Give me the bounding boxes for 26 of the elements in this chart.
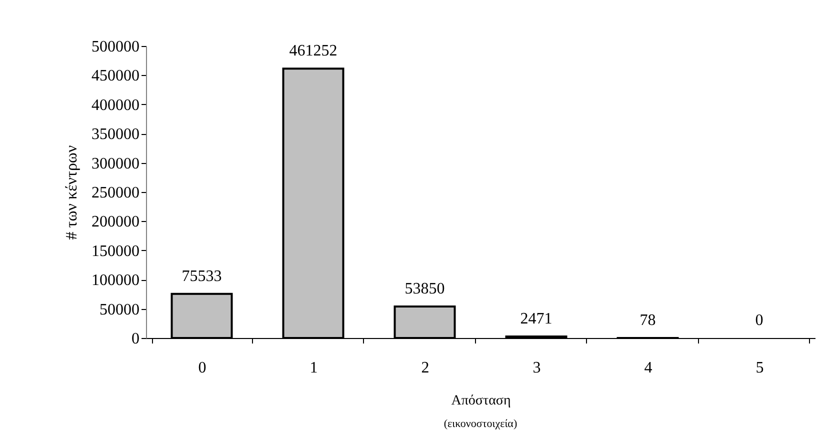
y-tick-label: 250000	[92, 184, 140, 202]
data-label: 75533	[182, 268, 222, 285]
x-tick-label: 2	[421, 360, 430, 376]
x-tick-label: 0	[198, 360, 206, 376]
y-tick-label: 200000	[92, 214, 140, 231]
y-tick-label: 500000	[92, 38, 140, 56]
data-label: 461252	[289, 42, 338, 60]
data-label: 78	[640, 312, 656, 329]
y-tick-label: 100000	[92, 272, 140, 290]
x-tick-label: 4	[644, 360, 652, 376]
x-tick-label: 1	[310, 360, 318, 376]
x-tick-label: 5	[756, 360, 764, 376]
y-tick-label: 450000	[92, 68, 140, 85]
x-axis-title: Απόσταση	[451, 394, 511, 408]
data-label: 2471	[520, 310, 552, 328]
y-tick-label: 150000	[92, 242, 140, 260]
y-tick-label: 300000	[92, 155, 140, 172]
text: (εικονοστοιχεία)	[444, 418, 518, 430]
y-tick-label: 50000	[100, 301, 140, 318]
y-tick-label: 0	[132, 330, 140, 348]
data-label: 53850	[404, 280, 445, 298]
x-tick-label: 3	[532, 360, 541, 376]
y-tick-label: 350000	[92, 126, 140, 144]
y-tick-label: 400000	[92, 96, 140, 114]
data-label: 0	[755, 312, 764, 329]
y-axis-title: # των κέντρων	[64, 145, 80, 240]
